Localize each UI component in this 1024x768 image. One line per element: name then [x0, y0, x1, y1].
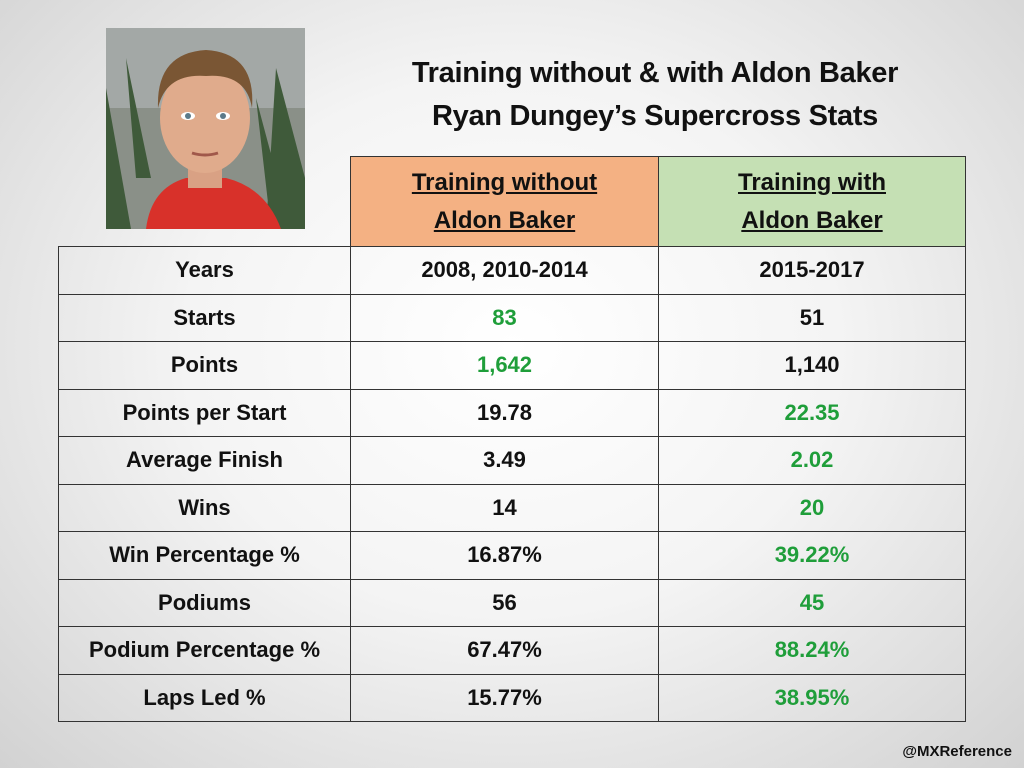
- cell: 1,642: [350, 341, 659, 390]
- table-row: Years 2008, 2010-2014 2015-2017: [58, 246, 966, 295]
- cell: 56: [350, 578, 659, 627]
- cell: 38.95%: [658, 673, 966, 722]
- cell: 88.24%: [658, 626, 966, 675]
- table-row: Points per Start 19.78 22.35: [58, 388, 966, 437]
- cell: 2015-2017: [658, 246, 966, 295]
- stats-table: Training without Aldon Baker Training with…: [58, 156, 966, 722]
- cell: 39.22%: [658, 531, 966, 580]
- row-label: Points: [58, 341, 351, 390]
- blank-cell: [59, 157, 351, 247]
- row-label: Wins: [58, 483, 351, 532]
- row-label: Win Percentage %: [58, 531, 351, 580]
- table-row: Wins 14 20: [58, 483, 966, 532]
- portrait-photo: [106, 28, 305, 229]
- table-row: Podiums 56 45: [58, 578, 966, 627]
- cell: 2.02: [658, 436, 966, 485]
- cell: 1,140: [658, 341, 966, 390]
- row-label: Podium Percentage %: [58, 626, 351, 675]
- header-line: Aldon Baker: [741, 206, 883, 234]
- cell: 45: [658, 578, 966, 627]
- table-row: Starts 83 51: [58, 293, 966, 342]
- row-label: Laps Led %: [58, 673, 351, 722]
- header-line: Training without: [411, 168, 598, 196]
- title-line: Training without & with Aldon Baker: [411, 57, 899, 89]
- title-line: Ryan Dungey’s Supercross Stats: [431, 100, 879, 132]
- cell: 83: [350, 293, 659, 342]
- table-row: Win Percentage % 16.87% 39.22%: [58, 531, 966, 580]
- cell: 51: [658, 293, 966, 342]
- cell: 15.77%: [350, 673, 659, 722]
- column-header: Training with Aldon Baker: [658, 156, 966, 247]
- table-row: Laps Led % 15.77% 38.95%: [58, 673, 966, 722]
- table-row: Points 1,642 1,140: [58, 341, 966, 390]
- row-label: Points per Start: [58, 388, 351, 437]
- header-line: Aldon Baker: [433, 206, 576, 234]
- cell: 16.87%: [350, 531, 659, 580]
- cell: 2008, 2010-2014: [350, 246, 659, 295]
- header-line: Training with: [738, 168, 886, 196]
- title: Training without & with Aldon Baker Ryan…: [345, 52, 965, 138]
- row-label: Average Finish: [58, 436, 351, 485]
- cell: 3.49: [350, 436, 659, 485]
- table-row: Podium Percentage % 67.47% 88.24%: [58, 626, 966, 675]
- cell: 20: [658, 483, 966, 532]
- row-label: Years: [58, 246, 351, 295]
- row-label: Starts: [58, 293, 351, 342]
- cell: 14: [350, 483, 659, 532]
- table-row: Average Finish 3.49 2.02: [58, 436, 966, 485]
- column-header: Training without Aldon Baker: [350, 156, 659, 247]
- row-label: Podiums: [58, 578, 351, 627]
- header-row: Training without Aldon Baker Training with…: [59, 156, 966, 247]
- cell: 67.47%: [350, 626, 659, 675]
- cell: 19.78: [350, 388, 659, 437]
- cell: 22.35: [658, 388, 966, 437]
- credit: @MXReference: [902, 743, 1012, 760]
